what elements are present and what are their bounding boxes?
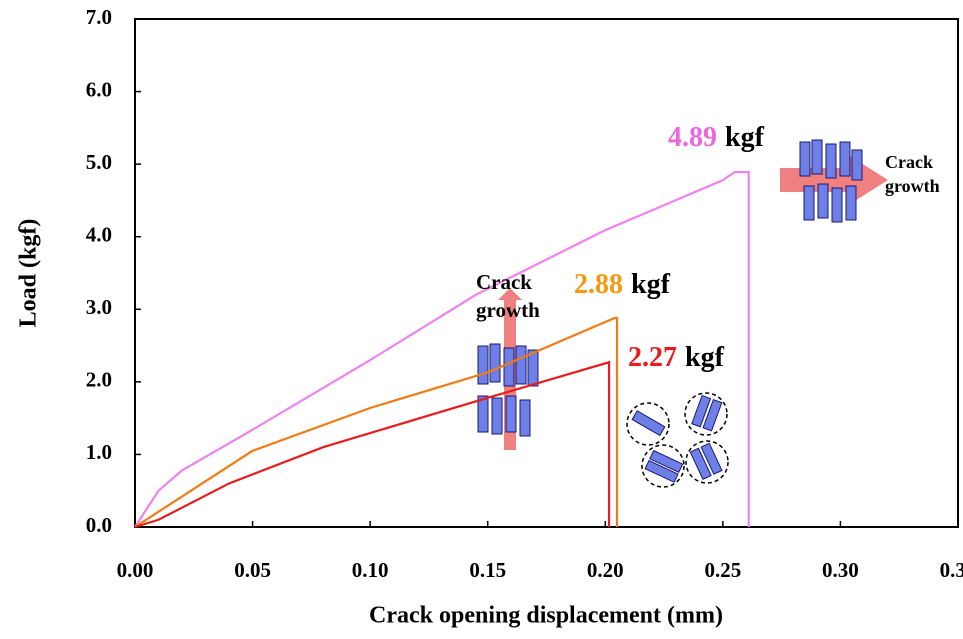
y-tick-label: 2.0	[86, 368, 112, 392]
peak-label: 2.27 kgf	[628, 342, 725, 373]
crack-growth-label: Crack growth	[476, 270, 540, 322]
peak-value: 2.27	[628, 342, 677, 373]
x-tick-label: 0.15	[469, 558, 506, 582]
x-tick-label: 0.20	[587, 558, 624, 582]
peak-value: 2.88	[574, 269, 623, 300]
x-tick-label: 0.00	[117, 558, 154, 582]
fiber-icons	[477, 139, 888, 488]
peak-label: 2.88 kgf	[574, 269, 671, 300]
y-tick-label: 7.0	[86, 5, 112, 29]
series-line	[134, 316, 619, 528]
crack-growth-label: Crack growth	[885, 152, 940, 196]
y-axis-label: Load (kgf)	[16, 219, 42, 328]
peak-label: 4.89 kgf	[668, 122, 765, 153]
y-tick-label: 5.0	[86, 150, 112, 174]
crack-growth-word: growth	[885, 176, 940, 196]
y-tick-label: 6.0	[86, 77, 112, 101]
x-tick-label: 0.25	[704, 558, 741, 582]
y-tick-label: 4.0	[86, 223, 112, 247]
peak-unit: kgf	[631, 269, 671, 300]
x-tick-label: 0.35	[940, 558, 963, 582]
x-tick-label: 0.30	[822, 558, 859, 582]
y-tick-label: 3.0	[86, 295, 112, 319]
x-axis-label: Crack opening displacement (mm)	[369, 603, 723, 629]
series-line	[134, 360, 611, 529]
crack-growth-word: growth	[476, 298, 540, 322]
peak-unit: kgf	[685, 342, 725, 373]
x-tick-label: 0.05	[234, 558, 271, 582]
y-tick-label: 0.0	[86, 513, 112, 537]
peak-value: 4.89	[668, 122, 717, 153]
plot-frame	[134, 18, 959, 528]
crack-growth-word: Crack	[476, 270, 532, 294]
crack-growth-word: Crack	[885, 152, 933, 172]
x-tick-label: 0.10	[352, 558, 389, 582]
y-tick-label: 1.0	[86, 440, 112, 464]
peak-unit: kgf	[725, 122, 765, 153]
series-line	[134, 171, 750, 528]
